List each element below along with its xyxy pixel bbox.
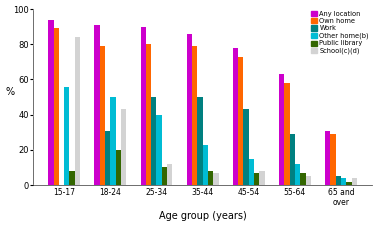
Y-axis label: %: % bbox=[6, 87, 15, 97]
Bar bbox=[64, 86, 70, 185]
Bar bbox=[70, 171, 75, 185]
Bar bbox=[284, 83, 290, 185]
Bar bbox=[167, 164, 172, 185]
Bar bbox=[325, 131, 330, 185]
Bar bbox=[346, 182, 352, 185]
Bar bbox=[48, 20, 54, 185]
Bar bbox=[75, 37, 80, 185]
Bar bbox=[162, 168, 167, 185]
Bar bbox=[341, 178, 346, 185]
Bar bbox=[259, 171, 265, 185]
Bar bbox=[352, 178, 357, 185]
Bar bbox=[151, 97, 156, 185]
Bar bbox=[238, 57, 243, 185]
Bar bbox=[94, 25, 100, 185]
Bar bbox=[233, 48, 238, 185]
Bar bbox=[243, 109, 249, 185]
Legend: Any location, Own home, Work, Other home(b), Public library, School(c)(d): Any location, Own home, Work, Other home… bbox=[311, 11, 369, 54]
Bar bbox=[336, 176, 341, 185]
Bar bbox=[330, 134, 336, 185]
Bar bbox=[54, 28, 59, 185]
Bar bbox=[156, 115, 162, 185]
Bar bbox=[116, 150, 121, 185]
Bar bbox=[290, 134, 295, 185]
Bar bbox=[279, 74, 284, 185]
Bar bbox=[295, 164, 300, 185]
Bar bbox=[197, 97, 203, 185]
Bar bbox=[203, 145, 208, 185]
Bar bbox=[110, 97, 116, 185]
Bar bbox=[187, 34, 192, 185]
Bar bbox=[100, 46, 105, 185]
Bar bbox=[146, 44, 151, 185]
Bar bbox=[141, 27, 146, 185]
Bar bbox=[192, 46, 197, 185]
Bar bbox=[300, 173, 305, 185]
Bar bbox=[208, 171, 213, 185]
Bar bbox=[254, 173, 259, 185]
Bar bbox=[249, 159, 254, 185]
Bar bbox=[121, 109, 126, 185]
X-axis label: Age group (years): Age group (years) bbox=[159, 211, 246, 222]
Bar bbox=[105, 131, 110, 185]
Bar bbox=[305, 176, 311, 185]
Bar bbox=[213, 173, 218, 185]
